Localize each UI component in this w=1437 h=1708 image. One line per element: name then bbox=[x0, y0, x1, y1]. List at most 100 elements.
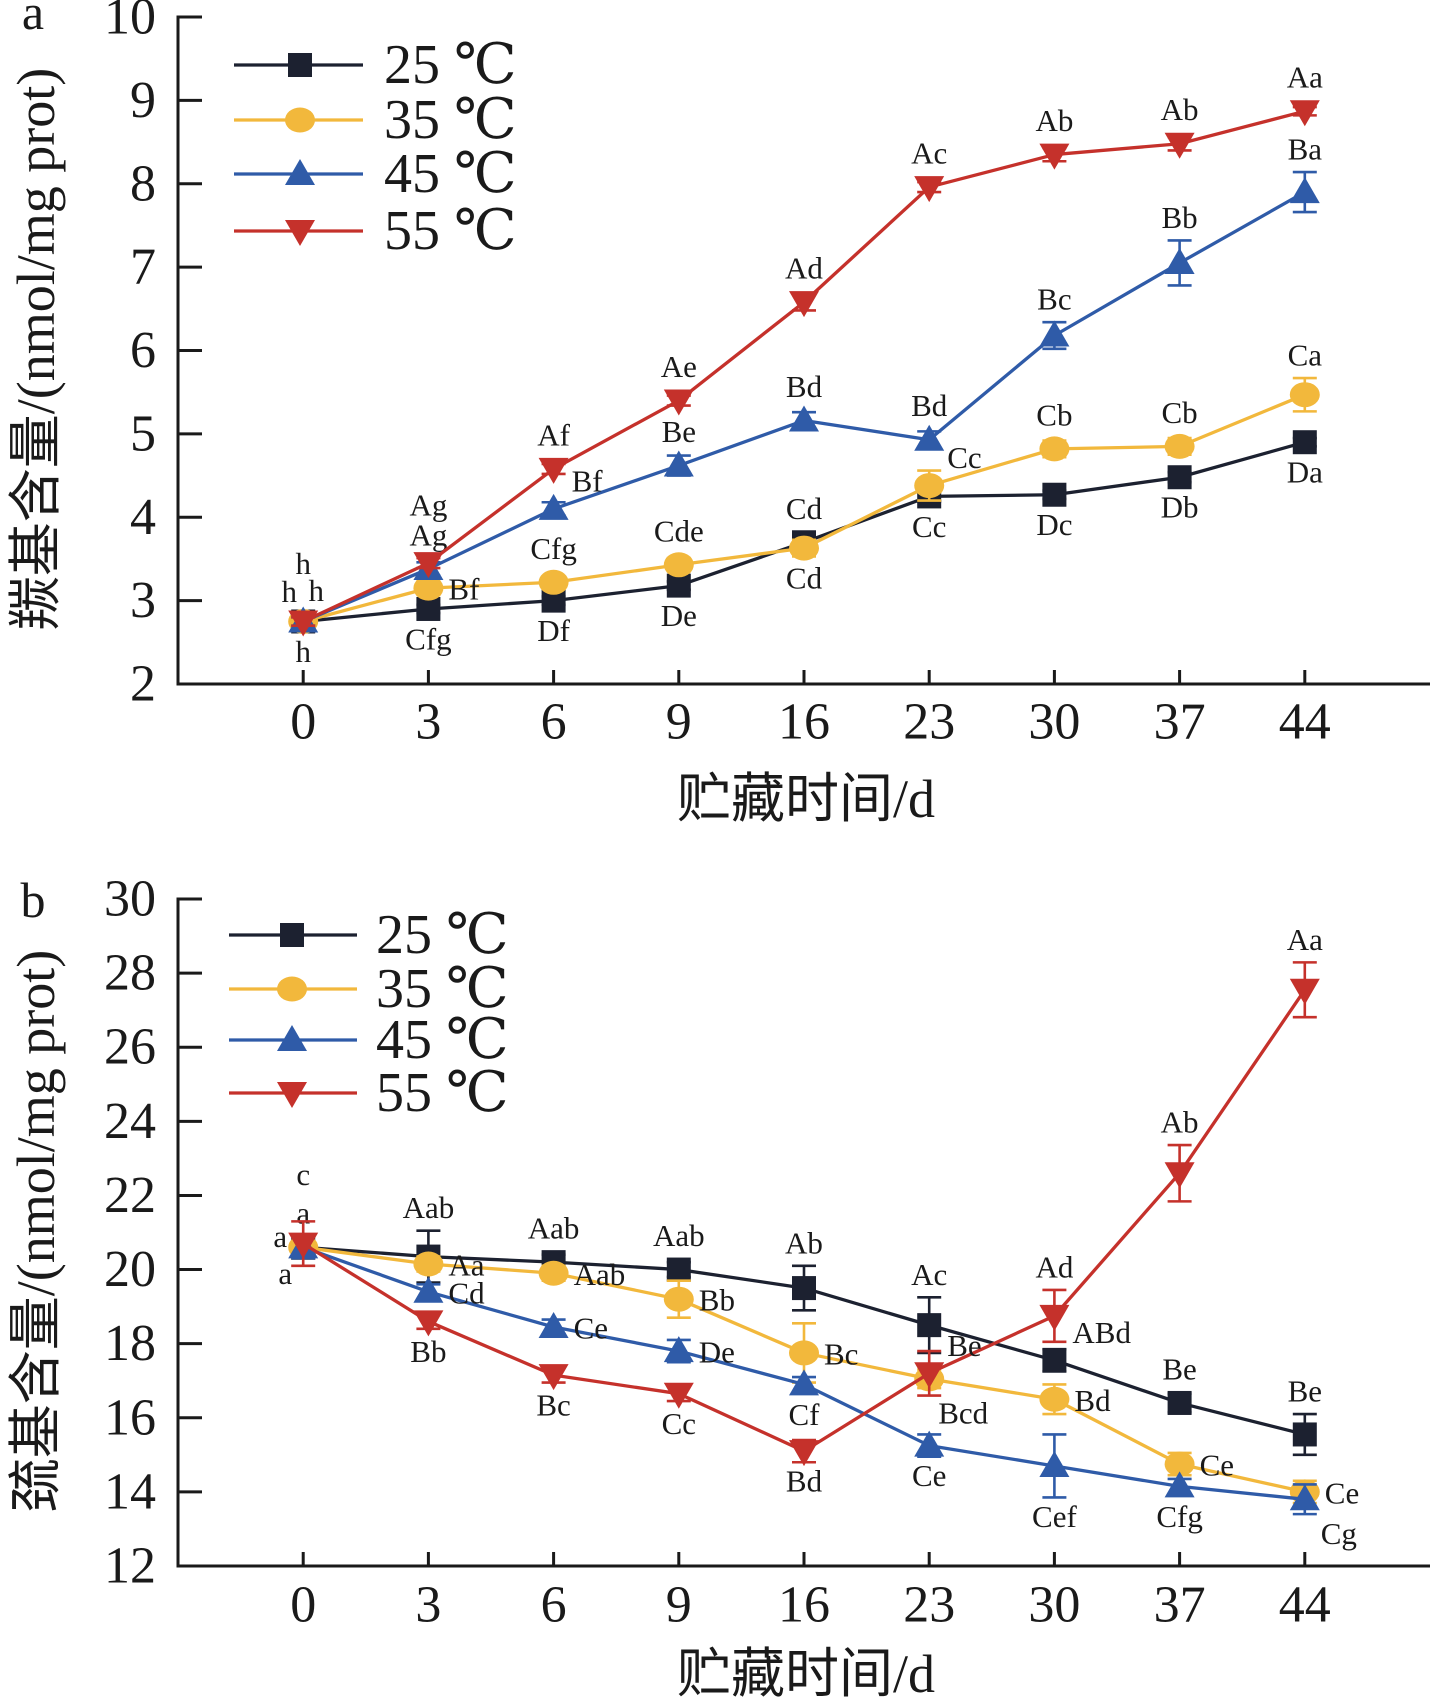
data-point-marker bbox=[789, 1369, 819, 1396]
significance-label: Ab bbox=[1161, 92, 1199, 127]
y-axis-title: 羰基含量/(nmol/mg prot) bbox=[6, 68, 66, 630]
significance-label: Ac bbox=[911, 1257, 947, 1292]
data-point-marker bbox=[914, 1362, 945, 1389]
y-tick-label: 8 bbox=[130, 155, 156, 212]
significance-label: Bcd bbox=[938, 1395, 988, 1430]
legend-item: 45 ℃ bbox=[234, 143, 517, 205]
data-point-marker bbox=[538, 569, 569, 595]
significance-label: Ab bbox=[1161, 1105, 1199, 1140]
data-point-marker bbox=[1039, 436, 1070, 462]
legend-item: 45 ℃ bbox=[229, 1009, 509, 1071]
y-tick-label: 28 bbox=[104, 945, 156, 1002]
legend: 25 ℃35 ℃45 ℃55 ℃ bbox=[229, 904, 509, 1124]
significance-label: ABd bbox=[1072, 1315, 1131, 1350]
data-point-marker bbox=[1289, 978, 1320, 1005]
significance-label: Bc bbox=[1037, 282, 1071, 317]
legend: 25 ℃35 ℃45 ℃55 ℃ bbox=[234, 34, 517, 262]
legend-label: 55 ℃ bbox=[376, 1062, 509, 1124]
data-series: h Ag Af Ae Ad Ac Ab Ab Aa bbox=[288, 60, 1323, 637]
significance-label: Ac bbox=[911, 136, 947, 171]
data-point-marker bbox=[914, 424, 945, 451]
x-tick-label: 6 bbox=[541, 1577, 567, 1634]
significance-label: Cfg bbox=[405, 621, 452, 656]
y-tick-label: 18 bbox=[104, 1315, 156, 1372]
significance-label: Cde bbox=[654, 513, 704, 548]
data-point-marker bbox=[1164, 1451, 1195, 1477]
data-point-marker bbox=[1164, 1471, 1195, 1498]
significance-label: Ad bbox=[1035, 1249, 1073, 1284]
data-point-marker bbox=[792, 1276, 816, 1301]
y-tick-label: 2 bbox=[130, 656, 156, 713]
data-point-marker bbox=[914, 473, 945, 499]
data-point-marker bbox=[666, 573, 691, 598]
y-tick-label: 24 bbox=[104, 1093, 156, 1150]
legend-marker bbox=[285, 220, 315, 246]
significance-label: Ca bbox=[1288, 338, 1323, 373]
x-tick-label: 37 bbox=[1154, 694, 1206, 751]
significance-label: Bf bbox=[572, 463, 604, 498]
significance-label: Aa bbox=[1287, 922, 1323, 957]
legend-marker bbox=[288, 53, 312, 77]
significance-label: Cd bbox=[448, 1275, 485, 1310]
data-point-marker bbox=[1167, 465, 1192, 490]
significance-label: Bc bbox=[824, 1336, 858, 1371]
data-series: h Bf Cfg Cde Cd Cc Cb Cb Ca bbox=[281, 338, 1322, 634]
data-point-marker bbox=[1167, 1390, 1192, 1415]
significance-label: Aa bbox=[1287, 60, 1323, 95]
data-point-marker bbox=[914, 1430, 945, 1457]
x-tick-label: 23 bbox=[903, 694, 955, 751]
data-point-marker bbox=[413, 1276, 444, 1303]
significance-label: h bbox=[281, 574, 297, 609]
y-tick-label: 5 bbox=[130, 405, 156, 462]
data-point-marker bbox=[663, 450, 694, 477]
data-point-marker bbox=[789, 1340, 819, 1366]
data-point-marker bbox=[1039, 1304, 1070, 1331]
significance-label: Ba bbox=[1288, 132, 1323, 167]
data-point-marker bbox=[1039, 143, 1070, 170]
significance-label: Aa bbox=[448, 1247, 484, 1282]
legend-label: 35 ℃ bbox=[384, 89, 517, 151]
x-tick-label: 44 bbox=[1279, 1577, 1331, 1634]
legend-item: 55 ℃ bbox=[234, 200, 517, 262]
significance-label: De bbox=[661, 598, 697, 633]
x-tick-label: 9 bbox=[666, 1577, 692, 1634]
data-point-marker bbox=[413, 1251, 444, 1277]
legend-item: 25 ℃ bbox=[229, 904, 509, 966]
y-axis-title: 巯基含量/(nmol/mg prot) bbox=[6, 950, 66, 1512]
data-point-marker bbox=[917, 1313, 942, 1338]
significance-label: a bbox=[278, 1256, 292, 1291]
data-point-marker bbox=[1289, 100, 1320, 127]
significance-label: Be bbox=[1288, 1374, 1322, 1409]
data-point-marker bbox=[1039, 1386, 1070, 1412]
significance-label: h bbox=[295, 634, 311, 669]
data-point-marker bbox=[538, 1311, 569, 1338]
data-point-marker bbox=[663, 1336, 694, 1363]
significance-label: Da bbox=[1287, 455, 1323, 490]
data-point-marker bbox=[538, 1364, 569, 1391]
panel-letter: a bbox=[22, 0, 44, 40]
significance-label: Ab bbox=[785, 1225, 823, 1260]
x-tick-label: 16 bbox=[778, 1577, 830, 1634]
data-point-marker bbox=[1039, 320, 1070, 347]
x-tick-label: 30 bbox=[1028, 1577, 1080, 1634]
x-tick-label: 9 bbox=[666, 694, 692, 751]
data-series: a Cd Ce De Cf Ce Cef Cfg Cg bbox=[278, 1232, 1357, 1551]
significance-label: Ce bbox=[1325, 1475, 1359, 1510]
significance-label: Be bbox=[1162, 1351, 1196, 1386]
x-tick-label: 16 bbox=[778, 694, 830, 751]
chart-panel-b: b 巯基含量/(nmol/mg prot) 贮藏时间/d 12 14 16 18 20 2… bbox=[6, 871, 1430, 1704]
significance-label: Ce bbox=[574, 1310, 608, 1345]
legend-label: 55 ℃ bbox=[384, 200, 517, 262]
significance-label: Bd bbox=[786, 1464, 823, 1499]
significance-label: Ab bbox=[1035, 103, 1073, 138]
y-tick-label: 4 bbox=[130, 489, 156, 546]
data-series: c Bb Bc Cc Bd Be Ad Ab Aa bbox=[288, 922, 1323, 1499]
significance-label: Cd bbox=[786, 561, 823, 596]
legend-marker bbox=[280, 923, 304, 947]
data-point-marker bbox=[1164, 132, 1195, 159]
data-point-marker bbox=[1289, 382, 1320, 408]
significance-label: De bbox=[699, 1335, 735, 1370]
significance-label: Ce bbox=[1200, 1448, 1234, 1483]
data-point-marker bbox=[413, 552, 444, 579]
